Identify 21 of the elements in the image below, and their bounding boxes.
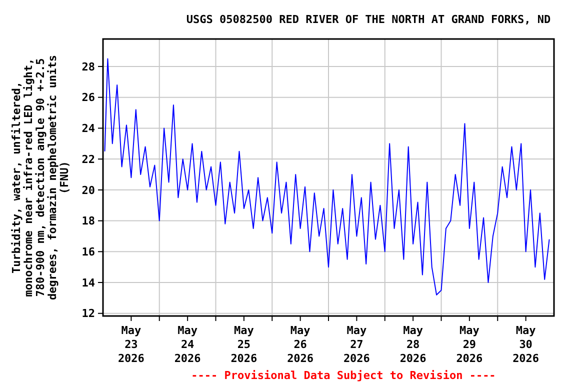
x-tick-label: May 27 2026 <box>343 324 370 365</box>
y-tick-label: 22 <box>82 152 95 166</box>
x-tick-label: May 28 2026 <box>400 324 427 365</box>
y-tick-label: 24 <box>82 122 96 136</box>
y-tick-label: 20 <box>82 184 95 197</box>
y-axis-title: Turbidity, water, unfiltered, monochrome near infra-red LED light, 780-900 nm, detection angle 90 +-2.5 degrees, formazin nephelometric units (FNU) <box>10 54 71 300</box>
y-tick-label: 12 <box>82 307 95 320</box>
x-tick-label: May 30 2026 <box>512 324 540 365</box>
x-tick-label: May 23 2026 <box>118 324 145 365</box>
y-tick-label: 16 <box>82 246 96 258</box>
x-tick-label: May 24 2026 <box>174 324 202 365</box>
y-tick-label: 18 <box>82 214 95 228</box>
text: ---- Provisional Data Subject to Revision ---- <box>191 369 496 382</box>
y-tick-label: 26 <box>82 91 96 104</box>
chart-title: USGS 05082500 RED RIVER OF THE NORTH AT GRAND FORKS, ND <box>186 13 551 26</box>
y-tick-label: 28 <box>82 60 95 74</box>
line-series <box>104 58 550 296</box>
x-tick-label: May 29 2026 <box>456 324 484 365</box>
y-tick-label: 14 <box>82 276 96 290</box>
x-tick-label: May 26 2026 <box>287 324 314 365</box>
x-tick-label: May 25 2026 <box>230 324 258 365</box>
